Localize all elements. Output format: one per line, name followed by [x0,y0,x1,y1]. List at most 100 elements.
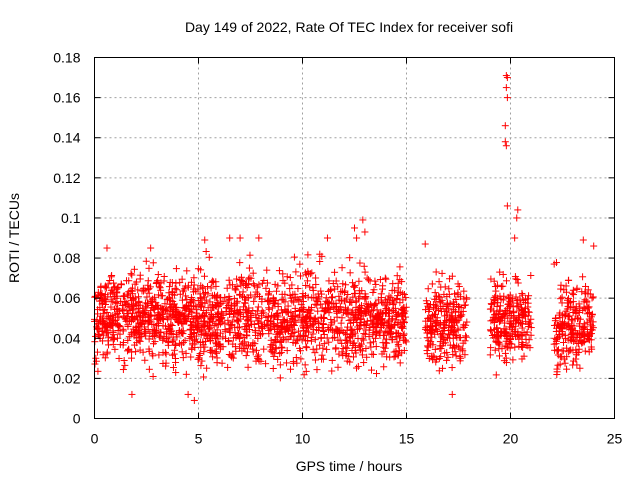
data-point [109,340,117,348]
data-point [169,330,177,338]
data-point [432,358,440,366]
data-point [245,264,253,272]
data-point [566,326,574,334]
data-point [140,323,148,331]
data-point [495,338,503,346]
data-point [388,315,396,323]
data-point [151,331,159,339]
data-point [557,295,565,303]
data-point [172,341,180,349]
data-point [276,374,284,382]
data-point [131,341,139,349]
data-point [309,345,317,353]
data-point [228,321,236,329]
data-point [364,308,372,316]
data-point [438,269,446,277]
data-point [167,320,175,328]
data-point [278,296,286,304]
data-point [331,333,339,341]
data-point [451,290,459,298]
data-point [235,309,243,317]
data-point [250,297,258,305]
data-point [394,340,402,348]
data-point [398,324,406,332]
data-point [258,279,266,287]
data-point [382,275,390,283]
data-point [104,293,112,301]
data-point [195,354,203,362]
data-point [93,348,101,356]
data-point [294,285,302,293]
data-point [562,307,570,315]
data-point [515,335,523,343]
data-point [360,262,368,270]
data-point [495,345,503,353]
data-point [123,277,131,285]
data-point [390,348,398,356]
data-point [159,292,167,300]
data-point [501,306,509,314]
data-point [372,319,380,327]
data-point [386,353,394,361]
data-point [346,333,354,341]
data-point [243,331,251,339]
data-point [568,315,576,323]
data-point [589,318,597,326]
data-point [421,240,429,248]
axis-ticks [94,57,615,419]
data-point [338,348,346,356]
data-point [107,296,115,304]
data-point [225,336,233,344]
data-point [442,317,450,325]
data-point [179,287,187,295]
data-point [249,345,257,353]
data-point [399,290,407,298]
data-point [350,283,358,291]
data-point [183,267,191,275]
data-point [99,337,107,345]
data-point [177,341,185,349]
data-point [369,351,377,359]
data-point [323,334,331,342]
data-point [181,337,189,345]
data-point [119,292,127,300]
data-point [288,321,296,329]
data-point [166,325,174,333]
data-point [446,341,454,349]
data-point [123,290,131,298]
data-point [233,316,241,324]
data-point [311,349,319,357]
data-point [319,320,327,328]
data-point [114,283,122,291]
data-point [518,339,526,347]
data-point [588,310,596,318]
data-point [453,318,461,326]
data-point [513,303,521,311]
data-point [576,364,584,372]
data-point [112,305,120,313]
data-point [400,304,408,312]
data-point [265,288,273,296]
data-point [434,307,442,315]
data-point [570,337,578,345]
data-point [173,333,181,341]
data-point [124,301,132,309]
y-tick-label: 0.18 [53,50,80,66]
data-point [492,337,500,345]
data-point [460,287,468,295]
data-point [207,284,215,292]
data-point [287,312,295,320]
data-point [121,361,129,369]
data-point [275,329,283,337]
data-point [201,236,209,244]
data-point [379,285,387,293]
data-point [459,307,467,315]
data-point [198,357,206,365]
data-point [269,341,277,349]
data-point [328,356,336,364]
data-point [258,298,266,306]
data-point [136,275,144,283]
data-point [462,333,470,341]
data-point [296,344,304,352]
